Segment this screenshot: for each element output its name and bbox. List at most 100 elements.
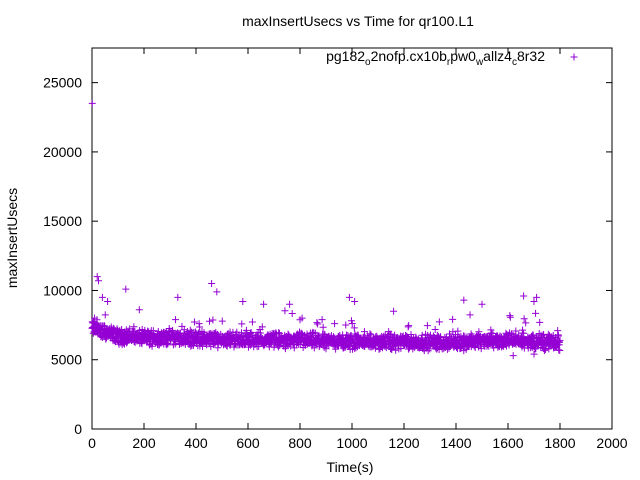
data-point xyxy=(275,329,283,337)
data-point xyxy=(167,327,175,335)
x-tick-label: 600 xyxy=(236,435,260,451)
data-point xyxy=(454,327,462,335)
data-point xyxy=(348,320,356,328)
y-tick-label: 25000 xyxy=(43,75,82,91)
data-point xyxy=(206,317,214,325)
legend-label: pg182o2nofp.cx10brpw0wallz4c8r32 xyxy=(326,48,545,68)
data-point-outlier xyxy=(88,99,96,107)
data-point xyxy=(196,323,204,331)
data-point xyxy=(435,318,443,326)
data-point xyxy=(169,341,177,349)
data-point xyxy=(331,320,339,328)
data-point xyxy=(162,340,170,348)
data-point xyxy=(315,332,323,340)
data-point xyxy=(138,340,146,348)
data-point-outlier xyxy=(533,293,541,301)
data-point xyxy=(101,311,109,319)
data-point xyxy=(532,309,540,317)
data-point xyxy=(522,319,530,327)
data-point xyxy=(536,318,544,326)
data-point-outlier xyxy=(91,314,99,322)
data-point xyxy=(519,326,527,334)
data-point-outlier xyxy=(530,350,538,358)
data-point-outlier xyxy=(530,298,538,306)
data-point xyxy=(130,323,138,331)
legend-marker xyxy=(570,53,578,61)
data-point xyxy=(281,307,289,315)
x-tick-label: 2000 xyxy=(596,435,627,451)
data-point-outlier xyxy=(260,300,268,308)
x-tick-label: 1200 xyxy=(388,435,419,451)
data-point xyxy=(342,321,350,329)
x-axis-label: Time(s) xyxy=(327,459,374,475)
data-point-outlier xyxy=(520,292,528,300)
data-point xyxy=(477,345,485,353)
data-point xyxy=(102,335,110,343)
data-point-outlier xyxy=(95,277,102,285)
data-point xyxy=(141,326,149,334)
data-point xyxy=(350,324,358,332)
data-point xyxy=(423,322,431,330)
data-point xyxy=(556,336,564,344)
data-point xyxy=(233,328,241,336)
data-point-outlier xyxy=(98,293,106,301)
x-tick-label: 1600 xyxy=(492,435,523,451)
data-point xyxy=(397,344,405,352)
y-tick-label: 0 xyxy=(74,421,82,437)
data-point-outlier xyxy=(478,300,486,308)
data-point xyxy=(535,329,543,337)
data-point xyxy=(180,326,188,334)
data-point xyxy=(392,346,400,354)
data-point xyxy=(404,323,412,331)
data-point-outlier xyxy=(174,293,182,301)
data-point xyxy=(255,342,263,350)
data-point xyxy=(111,338,119,346)
data-point-outlier xyxy=(104,298,112,306)
data-point xyxy=(360,328,368,336)
data-point xyxy=(322,345,330,353)
data-point xyxy=(554,327,562,335)
data-point xyxy=(555,346,563,354)
data-point xyxy=(288,309,296,317)
data-point-outlier xyxy=(208,280,216,288)
data-point xyxy=(195,320,203,328)
data-point xyxy=(238,320,246,328)
data-point-outlier xyxy=(286,300,294,308)
data-point xyxy=(298,314,306,322)
data-point xyxy=(171,316,179,324)
legend: pg182o2nofp.cx10brpw0wallz4c8r32 xyxy=(326,48,578,68)
data-point xyxy=(314,320,322,328)
data-point xyxy=(137,338,145,346)
x-tick-label: 400 xyxy=(184,435,208,451)
data-point xyxy=(471,344,479,352)
y-tick-label: 10000 xyxy=(43,282,82,298)
data-point xyxy=(475,328,483,336)
data-point xyxy=(310,344,318,352)
y-tick-label: 15000 xyxy=(43,213,82,229)
plot-frame xyxy=(91,47,613,430)
data-point xyxy=(466,311,474,319)
data-point xyxy=(520,315,528,323)
data-point-outlier xyxy=(509,352,517,360)
data-point xyxy=(556,346,564,354)
y-tick-label: 20000 xyxy=(43,144,82,160)
data-point xyxy=(248,318,256,326)
data-point xyxy=(313,319,321,327)
data-point-outlier xyxy=(351,298,359,306)
data-point xyxy=(489,330,497,338)
data-point xyxy=(366,330,374,338)
data-point xyxy=(318,316,326,324)
x-tick-label: 800 xyxy=(288,435,312,451)
data-point-outlier xyxy=(345,293,353,301)
data-point xyxy=(554,332,562,340)
data-point xyxy=(218,317,226,325)
x-tick-label: 1400 xyxy=(440,435,471,451)
data-point xyxy=(384,331,392,339)
x-tick-label: 0 xyxy=(88,435,96,451)
data-point xyxy=(135,306,143,314)
data-points xyxy=(88,99,564,360)
data-point-outlier xyxy=(213,288,221,296)
data-point xyxy=(274,343,282,351)
data-point-outlier xyxy=(122,285,130,293)
